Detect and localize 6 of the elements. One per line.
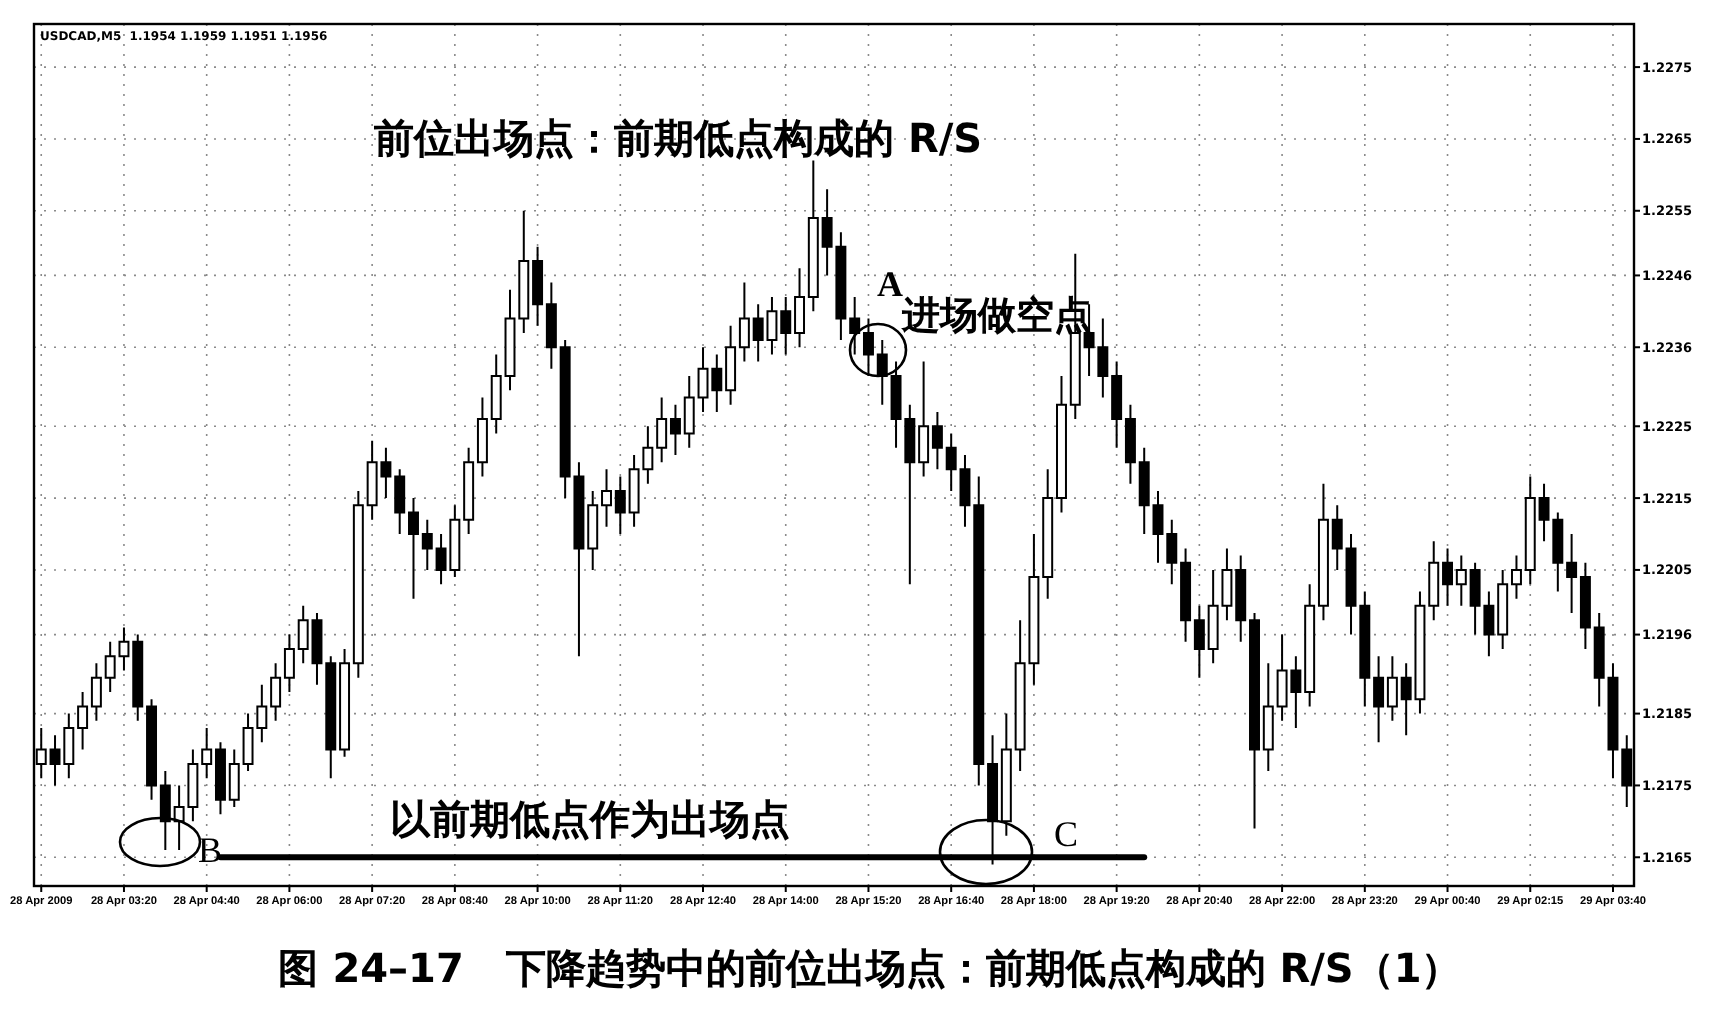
annotation: C (1053, 814, 1079, 854)
annotation: 前位出场点：前期低点构成的 R/S (372, 114, 983, 162)
annotation: A (877, 264, 903, 304)
text: 图 24–17 下降趋势中的前位出场点：前期低点构成的 R/S（1） (278, 944, 1462, 992)
annotation: B (197, 830, 223, 870)
series-label: 以前期低点作为出场点 (390, 795, 791, 844)
